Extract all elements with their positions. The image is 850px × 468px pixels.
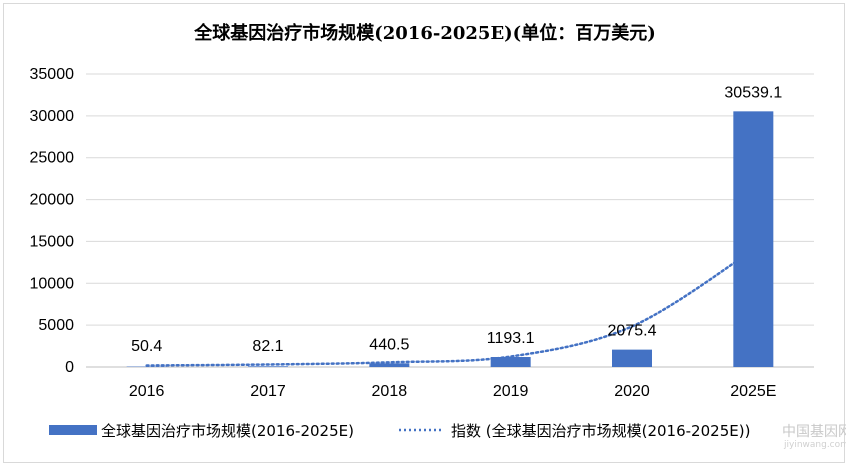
y-tick-label: 10000 <box>30 275 75 292</box>
y-tick-label: 20000 <box>30 192 75 209</box>
y-axis-ticks: 0 5000 10000 15000 20000 25000 30000 35000 <box>30 66 75 376</box>
chart-frame: 全球基因治疗市场规模(2016-2025E)(单位：百万美元) 0 5000 100… <box>3 3 847 463</box>
legend-bar-label: 全球基因治疗市场规模(2016-2025E) <box>101 422 354 440</box>
y-tick-label: 25000 <box>30 150 75 167</box>
bar-chart: 全球基因治疗市场规模(2016-2025E)(单位：百万美元) 0 5000 100… <box>30 22 847 450</box>
x-tick-label: 2016 <box>129 383 165 400</box>
data-label: 440.5 <box>369 336 409 353</box>
y-tick-label: 15000 <box>30 233 75 250</box>
x-tick-label: 2019 <box>493 383 529 400</box>
y-tick-label: 5000 <box>38 317 74 334</box>
bar <box>733 111 774 367</box>
chart-title: 全球基因治疗市场规模(2016-2025E)(单位：百万美元) <box>193 22 655 44</box>
legend-bar-swatch <box>49 425 97 435</box>
data-label: 2075.4 <box>608 323 657 340</box>
x-axis-ticks: 2016 2017 2018 2019 2020 2025E <box>129 383 777 400</box>
bar <box>612 349 652 367</box>
grid-lines <box>86 73 814 368</box>
x-tick-label: 2020 <box>614 383 650 400</box>
data-label: 30539.1 <box>724 84 782 101</box>
x-tick-label: 2017 <box>250 383 286 400</box>
legend: 全球基因治疗市场规模(2016-2025E) 指数 (全球基因治疗市场规模(20… <box>49 422 750 440</box>
watermark-logo: 中国基因网 jiyinwang.com <box>782 423 846 450</box>
watermark-text: 中国基因网 <box>782 423 846 440</box>
y-tick-label: 30000 <box>30 108 75 125</box>
bar <box>490 357 531 367</box>
data-labels: 50.4 82.1 440.5 1193.1 2075.4 30539.1 <box>131 84 782 355</box>
trendline <box>145 248 755 367</box>
y-tick-label: 0 <box>65 359 74 376</box>
x-tick-label: 2025E <box>730 383 776 400</box>
y-tick-label: 35000 <box>30 66 75 83</box>
data-label: 82.1 <box>252 338 283 355</box>
data-label: 50.4 <box>131 338 162 355</box>
legend-trend-label: 指数 (全球基因治疗市场规模(2016-2025E)) <box>451 422 750 440</box>
bars <box>126 111 774 367</box>
x-tick-label: 2018 <box>372 383 408 400</box>
bar <box>369 363 410 367</box>
watermark-url: jiyinwang.com <box>783 440 846 450</box>
data-label: 1193.1 <box>487 330 535 347</box>
bar <box>248 366 288 367</box>
trendline-path <box>145 248 755 367</box>
